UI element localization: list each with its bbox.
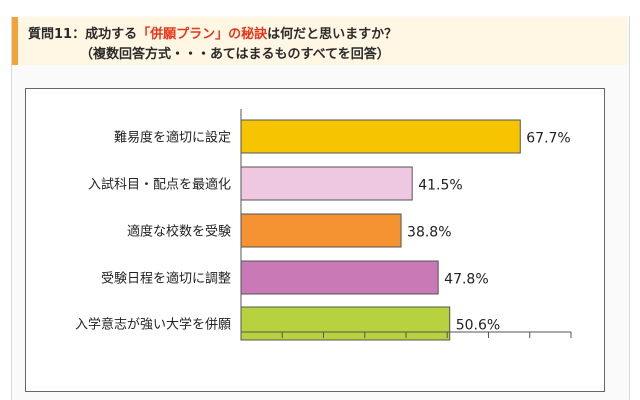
- question-suffix: は何だと思いますか？: [267, 27, 398, 42]
- value-label-0: 67.7%: [526, 131, 570, 147]
- bar-1: [240, 166, 413, 201]
- question-prefix: 質問11：成功する: [28, 27, 138, 42]
- question-highlight: 「併願プラン」の秘訣: [137, 27, 268, 42]
- value-label-3: 47.8%: [444, 272, 488, 288]
- category-label-1: 入試科目・配点を最適化: [88, 177, 231, 193]
- value-label-1: 41.5%: [418, 178, 462, 194]
- chart-container: 難易度を適切に設定 67.7% 入試科目・配点を最適化 41.5% 適度な校数を受験 38…: [25, 88, 605, 392]
- bar-3: [240, 260, 439, 295]
- value-label-2: 38.8%: [407, 225, 451, 241]
- category-label-4: 入学意志が強い大学を併願: [75, 317, 231, 333]
- category-label-2: 適度な校数を受験: [127, 224, 231, 240]
- category-label-3: 受験日程を適切に調整: [101, 271, 231, 287]
- bar-chart: 難易度を適切に設定 67.7% 入試科目・配点を最適化 41.5% 適度な校数を受験 38…: [75, 109, 572, 341]
- category-label-0: 難易度を適切に設定: [114, 130, 231, 146]
- bar-2: [240, 213, 402, 248]
- value-label-4: 50.6%: [456, 318, 500, 334]
- bar-0: [240, 119, 521, 154]
- question-note: （複数回答方式・・・あてはまるものすべてを回答）: [80, 47, 390, 62]
- question-title: 質問11：成功する「併願プラン」の秘訣は何だと思いますか？: [28, 23, 397, 42]
- question-header: 質問11：成功する「併願プラン」の秘訣は何だと思いますか？ （複数回答方式・・・…: [12, 17, 627, 65]
- bar-4: [240, 306, 451, 341]
